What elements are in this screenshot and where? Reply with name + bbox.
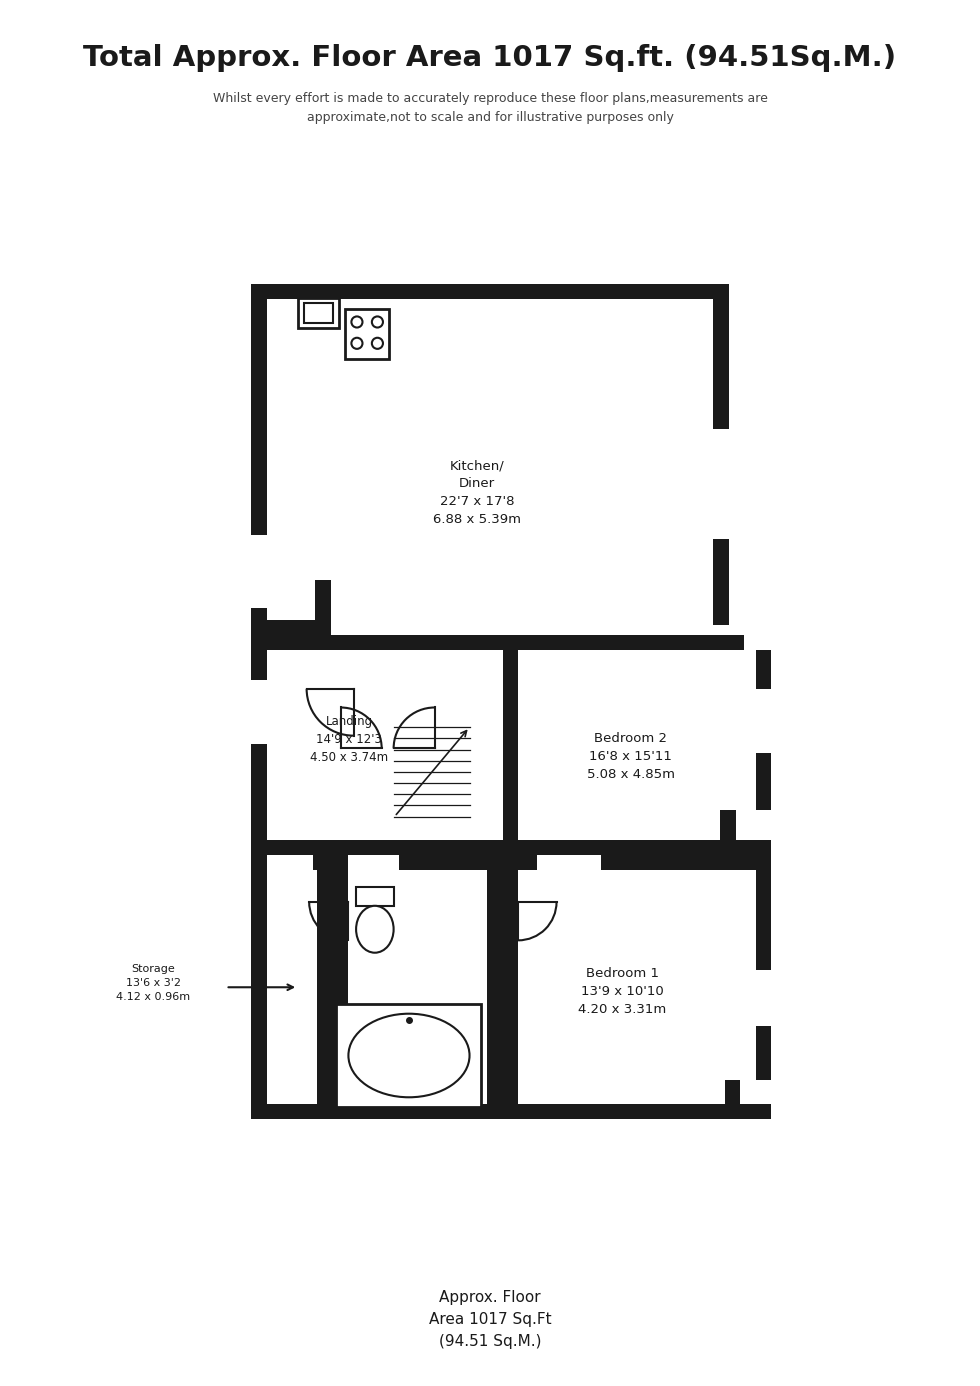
Bar xyxy=(298,298,339,328)
Bar xyxy=(487,855,503,1120)
Bar xyxy=(713,539,729,625)
Bar xyxy=(267,620,330,635)
Bar xyxy=(332,855,348,1120)
Bar xyxy=(720,809,771,855)
Bar xyxy=(740,1080,771,1105)
Bar xyxy=(757,855,771,1120)
Ellipse shape xyxy=(349,1013,469,1098)
Text: Bedroom 2
16'8 x 15'11
5.08 x 4.85m: Bedroom 2 16'8 x 15'11 5.08 x 4.85m xyxy=(587,732,675,782)
Bar xyxy=(316,579,330,635)
Bar xyxy=(713,441,729,539)
Bar xyxy=(267,635,531,650)
Bar xyxy=(251,284,729,299)
Bar xyxy=(251,855,332,870)
Bar xyxy=(757,689,771,753)
Bar xyxy=(251,650,267,855)
Text: Kitchen/
Diner
22'7 x 17'8
6.88 x 5.39m: Kitchen/ Diner 22'7 x 17'8 6.88 x 5.39m xyxy=(433,459,521,527)
Bar xyxy=(267,855,314,870)
Bar xyxy=(356,887,394,906)
Bar xyxy=(348,855,399,870)
Text: Whilst every effort is made to accurately reproduce these floor plans,measuremen: Whilst every effort is made to accuratel… xyxy=(213,91,767,125)
Bar xyxy=(764,689,765,753)
Text: Landing
14'9 x 12'3
4.50 x 3.74m: Landing 14'9 x 12'3 4.50 x 3.74m xyxy=(311,715,388,765)
Bar xyxy=(717,441,718,539)
Bar xyxy=(757,650,771,855)
Bar xyxy=(267,635,515,650)
Bar xyxy=(251,681,267,744)
Bar xyxy=(724,1080,771,1120)
Text: Total Approx. Floor Area 1017 Sq.ft. (94.51Sq.M.): Total Approx. Floor Area 1017 Sq.ft. (94… xyxy=(83,44,897,72)
Bar xyxy=(764,970,765,1026)
Bar xyxy=(251,284,267,650)
Bar xyxy=(345,309,389,359)
Bar xyxy=(503,855,518,1120)
Bar xyxy=(503,840,771,855)
Bar xyxy=(722,441,723,539)
Bar xyxy=(503,1105,771,1120)
Bar xyxy=(503,855,771,870)
Bar xyxy=(736,809,771,840)
Bar xyxy=(317,855,332,1120)
Bar xyxy=(503,650,518,855)
Bar xyxy=(537,855,601,870)
Bar xyxy=(251,535,267,607)
Bar xyxy=(757,970,771,1026)
Bar xyxy=(713,299,729,428)
Text: Storage
13'6 x 3'2
4.12 x 0.96m: Storage 13'6 x 3'2 4.12 x 0.96m xyxy=(116,965,190,1002)
Text: Approx. Floor
Area 1017 Sq.Ft
(94.51 Sq.M.): Approx. Floor Area 1017 Sq.Ft (94.51 Sq.… xyxy=(428,1290,552,1349)
Bar xyxy=(251,1105,332,1120)
Bar xyxy=(251,840,503,855)
Bar xyxy=(304,304,333,323)
Bar xyxy=(251,855,267,1120)
Text: Bedroom 1
13'9 x 10'10
4.20 x 3.31m: Bedroom 1 13'9 x 10'10 4.20 x 3.31m xyxy=(578,967,666,1016)
Ellipse shape xyxy=(356,906,394,952)
Bar xyxy=(336,1005,481,1106)
Bar xyxy=(332,855,503,870)
Bar xyxy=(332,1105,503,1120)
Bar xyxy=(503,635,744,650)
